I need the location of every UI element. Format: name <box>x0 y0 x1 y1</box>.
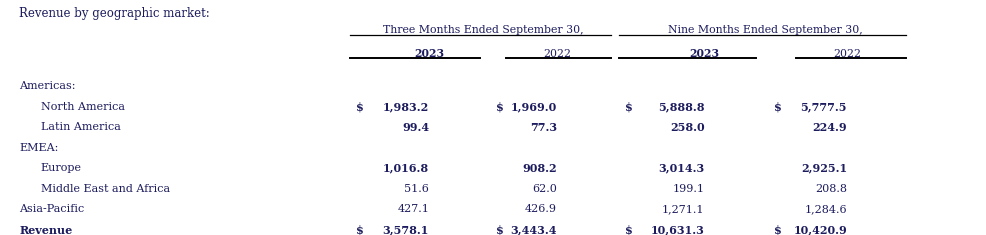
Text: Revenue: Revenue <box>19 224 72 235</box>
Text: North America: North America <box>40 102 124 112</box>
Text: 10,420.9: 10,420.9 <box>793 224 847 235</box>
Text: 1,271.1: 1,271.1 <box>662 204 704 215</box>
Text: Three Months Ended September 30,: Three Months Ended September 30, <box>383 25 584 35</box>
Text: 2022: 2022 <box>543 49 571 59</box>
Text: Revenue by geographic market:: Revenue by geographic market: <box>19 7 210 20</box>
Text: $: $ <box>496 224 504 235</box>
Text: 5,777.5: 5,777.5 <box>801 101 847 112</box>
Text: 3,443.4: 3,443.4 <box>511 224 557 235</box>
Text: EMEA:: EMEA: <box>19 143 58 153</box>
Text: 1,284.6: 1,284.6 <box>805 204 847 215</box>
Text: 10,631.3: 10,631.3 <box>651 224 704 235</box>
Text: 224.9: 224.9 <box>812 122 847 133</box>
Text: Middle East and Africa: Middle East and Africa <box>40 184 170 194</box>
Text: $: $ <box>774 224 782 235</box>
Text: 2,925.1: 2,925.1 <box>801 163 847 174</box>
Text: $: $ <box>774 101 782 112</box>
Text: 3,578.1: 3,578.1 <box>383 224 429 235</box>
Text: $: $ <box>356 224 364 235</box>
Text: 3,014.3: 3,014.3 <box>658 163 704 174</box>
Text: $: $ <box>356 101 364 112</box>
Text: Americas:: Americas: <box>19 81 76 91</box>
Text: 908.2: 908.2 <box>523 163 557 174</box>
Text: Nine Months Ended September 30,: Nine Months Ended September 30, <box>669 25 863 35</box>
Text: $: $ <box>625 224 633 235</box>
Text: 258.0: 258.0 <box>669 122 704 133</box>
Text: 1,969.0: 1,969.0 <box>511 101 557 112</box>
Text: Asia-Pacific: Asia-Pacific <box>19 204 85 215</box>
Text: 208.8: 208.8 <box>815 184 847 194</box>
Text: 2023: 2023 <box>414 48 444 59</box>
Text: 426.9: 426.9 <box>525 204 557 215</box>
Text: 51.6: 51.6 <box>404 184 429 194</box>
Text: 99.4: 99.4 <box>402 122 429 133</box>
Text: $: $ <box>496 101 504 112</box>
Text: $: $ <box>625 101 633 112</box>
Text: 2022: 2022 <box>833 49 861 59</box>
Text: 427.1: 427.1 <box>397 204 429 215</box>
Text: Europe: Europe <box>40 163 82 173</box>
Text: Latin America: Latin America <box>40 122 120 132</box>
Text: 2023: 2023 <box>689 48 720 59</box>
Text: 77.3: 77.3 <box>529 122 557 133</box>
Text: 199.1: 199.1 <box>672 184 704 194</box>
Text: 1,016.8: 1,016.8 <box>383 163 429 174</box>
Text: 5,888.8: 5,888.8 <box>658 101 704 112</box>
Text: 1,983.2: 1,983.2 <box>383 101 429 112</box>
Text: 62.0: 62.0 <box>532 184 557 194</box>
